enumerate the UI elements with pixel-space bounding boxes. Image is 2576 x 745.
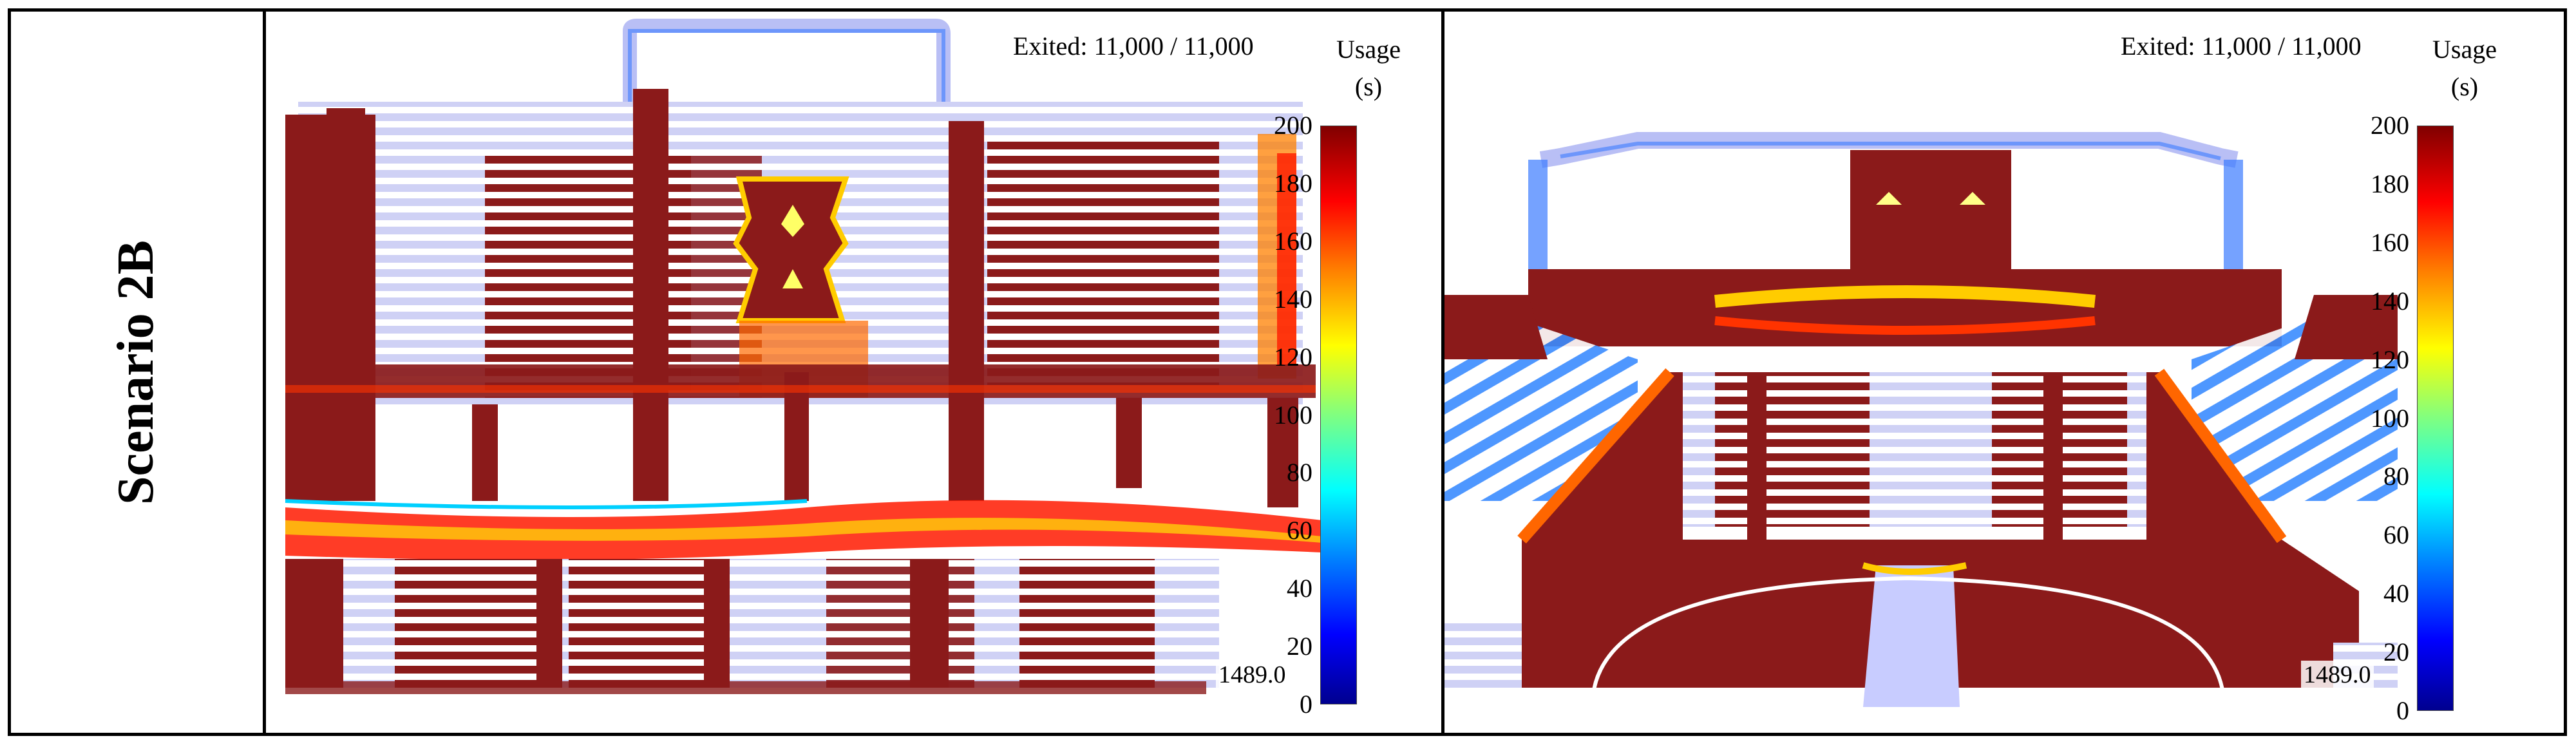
colorbar-tick-label: 60 [2383,520,2409,550]
colorbar-tick-label: 160 [1274,226,1312,256]
colorbar-tick-label: 60 [1287,516,1312,545]
colorbar-title: Usage (s) [1336,35,1401,101]
figure-frame [8,8,2567,736]
colorbar-tick-label: 100 [1274,400,1312,429]
colorbar-tick-label: 0 [2396,696,2409,725]
colorbar-tick-label: 80 [1287,458,1312,487]
heatmap-panel-2: Exited: 11,000 / 11,000 1489.0 Usage (s)… [1444,12,2565,733]
row-label-cell: Scenario 2B [8,8,265,736]
colorbar-tick-label: 200 [2371,111,2409,140]
colorbar-tick-label: 120 [1274,342,1312,372]
row-label: Scenario 2B [108,240,165,505]
colorbar-tick-label: 180 [2371,169,2409,198]
colorbar [1320,126,1357,704]
usage-heatmap-1 [285,19,1322,694]
colorbar-tick-label: 140 [2371,286,2409,316]
column-divider-left [263,8,266,736]
colorbar [2417,126,2454,711]
exited-counter: Exited: 11,000 / 11,000 [2121,32,2362,61]
colorbar-tick-label: 40 [2383,579,2409,608]
heatmap-panel-1: Exited: 11,000 / 11,000 1489.0 Usage (s)… [266,12,1441,733]
colorbar-title: Usage (s) [2432,35,2497,101]
colorbar-tick-label: 160 [2371,227,2409,257]
simulation-time: 1489.0 [1216,661,1289,689]
colorbar-tick-label: 20 [1287,632,1312,661]
colorbar-tick-label: 140 [1274,284,1312,314]
colorbar-tick-label: 80 [2383,462,2409,491]
usage-heatmap-2 [1444,132,2398,707]
colorbar-tick-label: 0 [1300,690,1312,719]
column-divider-middle [1441,8,1444,736]
colorbar-tick-label: 200 [1274,111,1312,140]
colorbar-tick-label: 120 [2371,344,2409,374]
exited-counter: Exited: 11,000 / 11,000 [1013,32,1254,61]
colorbar-tick-label: 100 [2371,403,2409,433]
colorbar-tick-label: 40 [1287,574,1312,603]
colorbar-tick-label: 20 [2383,637,2409,667]
simulation-time: 1489.0 [2301,661,2374,689]
colorbar-tick-label: 180 [1274,168,1312,198]
